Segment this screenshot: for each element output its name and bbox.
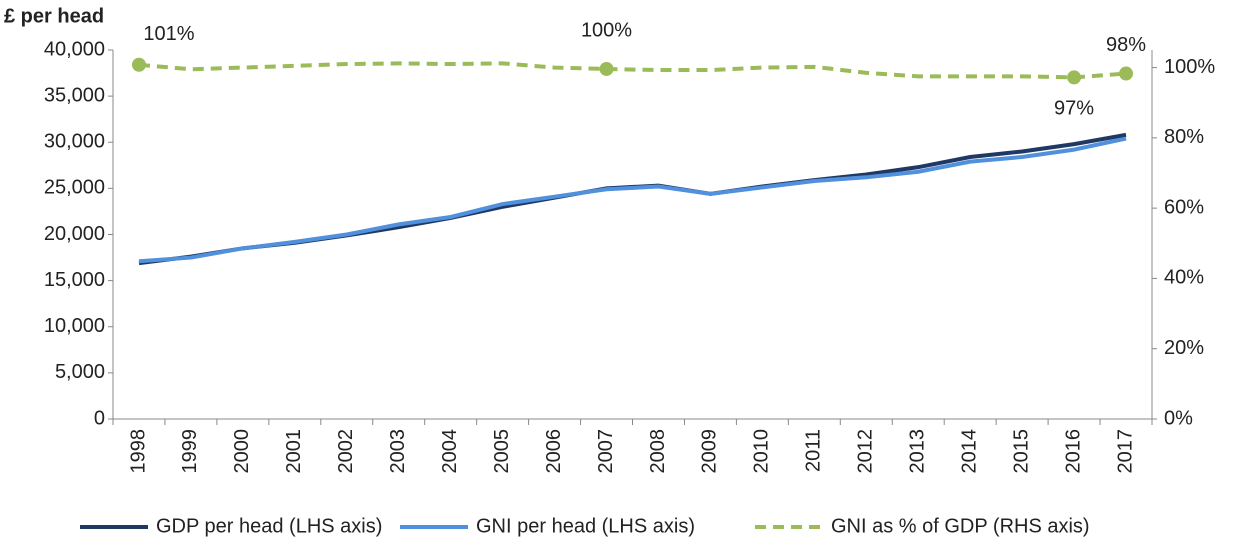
x-tick-label: 2004 [439, 429, 461, 474]
x-tick-label: 2010 [751, 429, 773, 474]
y-tick-label: 40,000 [44, 38, 105, 60]
y2-tick-label: 20% [1164, 337, 1204, 359]
x-tick-label: 2006 [543, 429, 565, 474]
data-label: 97% [1054, 98, 1094, 120]
y-tick-label: 15,000 [44, 269, 105, 291]
point-marker [131, 57, 146, 72]
y2-tick-label: 0% [1164, 407, 1193, 429]
x-tick-label: 1998 [127, 429, 149, 474]
x-tick-label: 2002 [335, 429, 357, 474]
x-tick-label: 2000 [231, 429, 253, 474]
x-tick-label: 1999 [179, 429, 201, 474]
x-tick-label: 2007 [595, 429, 617, 474]
y2-tick-label: 80% [1164, 126, 1204, 148]
legend-label: GDP per head (LHS axis) [156, 515, 382, 537]
x-tick-label: 2011 [803, 429, 825, 472]
y-tick-label: 0 [94, 407, 105, 429]
legend-label: GNI as % of GDP (RHS axis) [831, 515, 1090, 537]
y-axis-label: £ per head [4, 5, 104, 27]
y-tick-label: 5,000 [55, 361, 105, 383]
y-tick-label: 10,000 [44, 315, 105, 337]
x-tick-label: 2016 [1062, 429, 1084, 474]
y-tick-label: 35,000 [44, 84, 105, 106]
x-tick-label: 2001 [283, 429, 305, 474]
y2-tick-label: 40% [1164, 267, 1204, 289]
legend-label: GNI per head (LHS axis) [476, 515, 695, 537]
x-tick-label: 2012 [855, 429, 877, 474]
x-tick-label: 2005 [491, 429, 513, 474]
series-line [138, 61, 1127, 80]
point-marker [599, 61, 614, 76]
data-label: 101% [143, 23, 194, 45]
y-tick-label: 25,000 [44, 177, 105, 199]
point-marker [1067, 70, 1082, 85]
series-line [138, 136, 1127, 264]
x-tick-label: 2015 [1010, 429, 1032, 474]
x-tick-label: 2003 [387, 429, 409, 474]
x-tick-label: 2017 [1114, 429, 1136, 474]
data-label: 98% [1106, 34, 1146, 56]
x-tick-label: 2013 [907, 429, 929, 474]
y-tick-label: 20,000 [44, 223, 105, 245]
x-tick-label: 2014 [958, 429, 980, 474]
data-label: 100% [581, 19, 632, 41]
x-tick-label: 2008 [647, 429, 669, 474]
y-tick-label: 30,000 [44, 131, 105, 153]
y2-tick-label: 60% [1164, 196, 1204, 218]
x-tick-label: 2009 [699, 429, 721, 474]
point-marker [1119, 66, 1134, 81]
y2-tick-label: 100% [1164, 56, 1215, 78]
